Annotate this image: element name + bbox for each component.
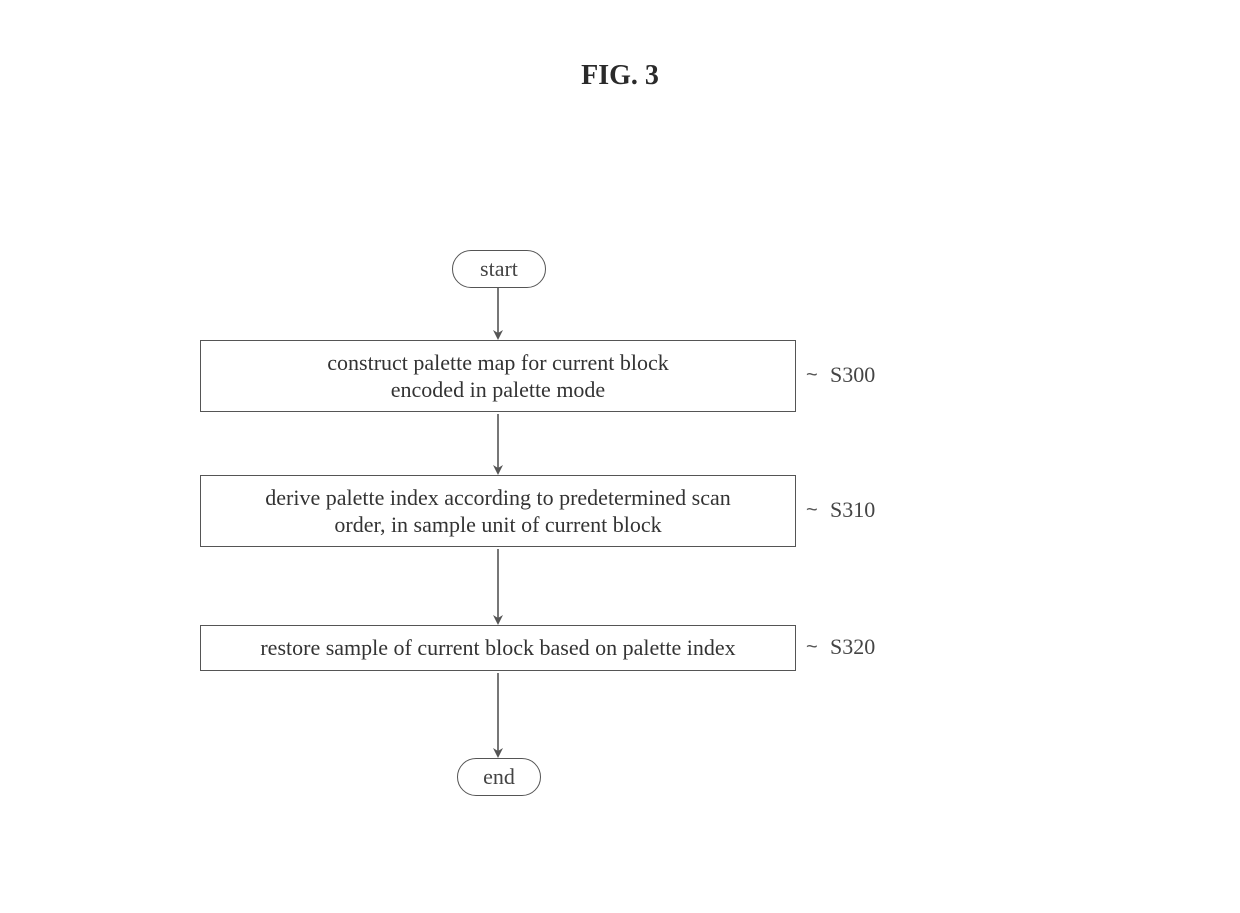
connector-tick: ~ — [806, 499, 818, 522]
step-label-s310: S310 — [830, 497, 875, 523]
terminator-start: start — [452, 250, 546, 288]
terminator-end: end — [457, 758, 541, 796]
process-s320: restore sample of current block based on… — [200, 625, 796, 671]
process-s310-line1: derive palette index according to predet… — [265, 485, 730, 510]
process-s310-line2: order, in sample unit of current block — [334, 512, 661, 537]
process-s300-line1: construct palette map for current block — [327, 350, 668, 375]
process-s320-text: restore sample of current block based on… — [260, 634, 735, 662]
process-s300-text: construct palette map for current block … — [327, 349, 668, 404]
figure-canvas: FIG. 3 start construct palette map for c… — [0, 0, 1240, 913]
step-label-s320: S320 — [830, 634, 875, 660]
step-label-s300: S300 — [830, 362, 875, 388]
connector-tick: ~ — [806, 636, 818, 659]
process-s300: construct palette map for current block … — [200, 340, 796, 412]
flow-arrows — [0, 0, 1240, 913]
process-s310-text: derive palette index according to predet… — [265, 484, 730, 539]
terminator-start-label: start — [480, 256, 518, 282]
connector-tick: ~ — [806, 364, 818, 387]
process-s310: derive palette index according to predet… — [200, 475, 796, 547]
terminator-end-label: end — [483, 764, 515, 790]
process-s300-line2: encoded in palette mode — [391, 377, 605, 402]
figure-title: FIG. 3 — [0, 60, 1240, 92]
process-s320-line1: restore sample of current block based on… — [260, 635, 735, 660]
